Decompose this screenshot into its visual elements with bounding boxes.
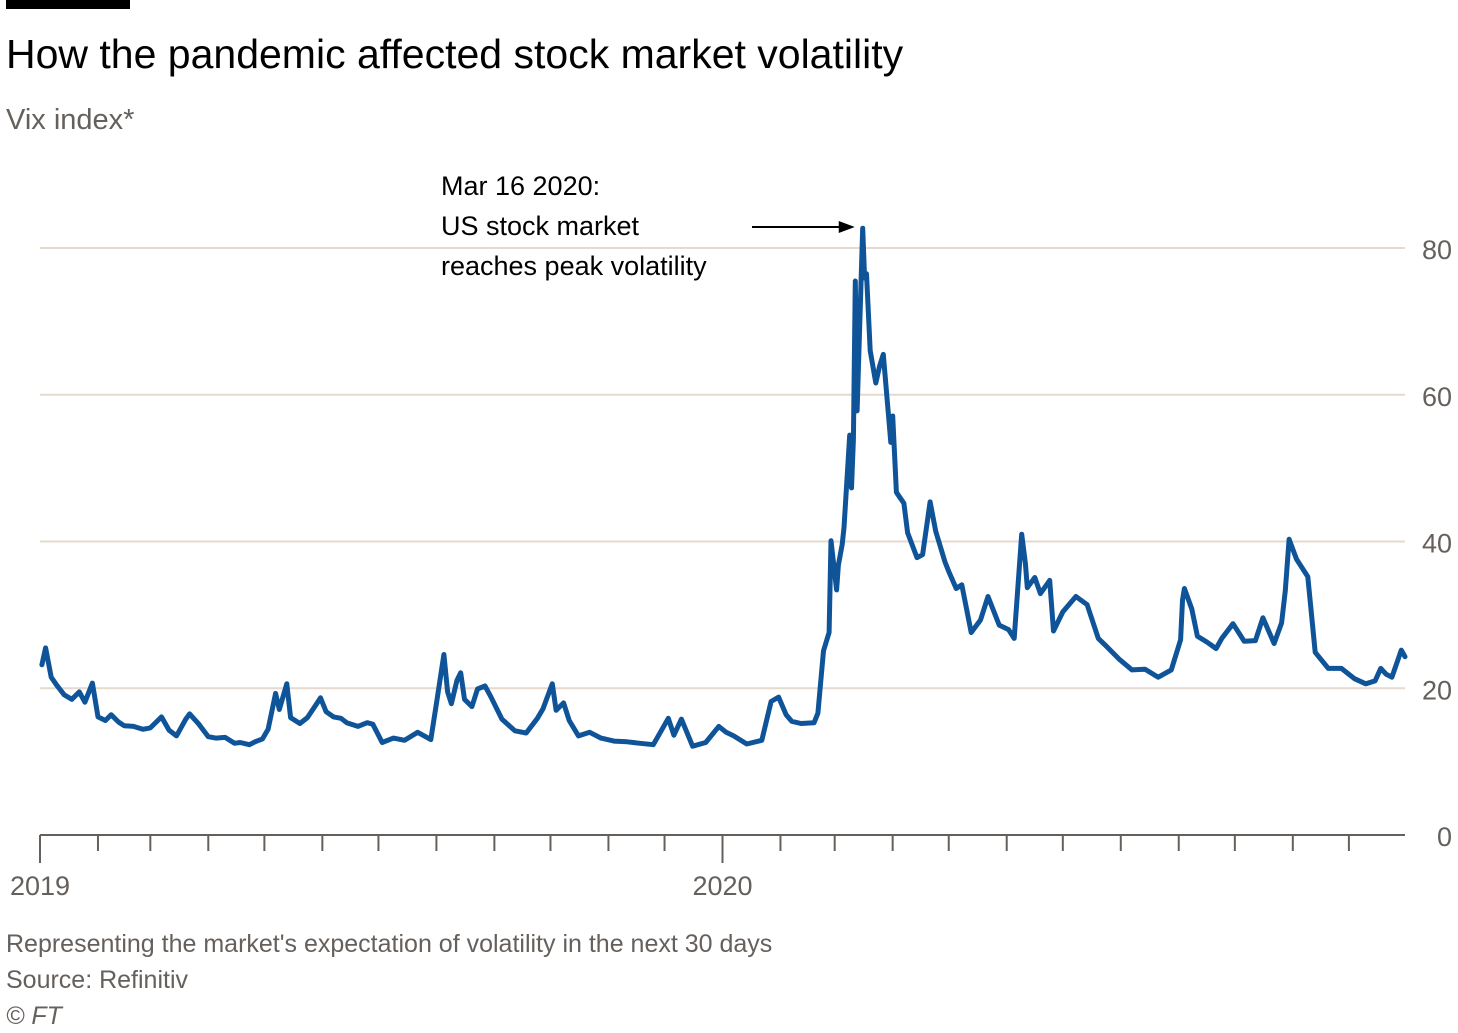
top-rule	[6, 0, 130, 9]
annotation-arrowhead	[838, 221, 855, 233]
y-tick-label: 80	[1422, 235, 1452, 265]
x-tick-label: 2019	[10, 871, 70, 901]
chart-subtitle: Vix index*	[6, 104, 135, 136]
y-tick-label: 0	[1437, 822, 1452, 852]
source-note: Source: Refinitiv	[6, 966, 189, 994]
annotation-text-line: Mar 16 2020:	[441, 171, 600, 201]
y-tick-label: 20	[1422, 675, 1452, 705]
footnote: Representing the market's expectation of…	[6, 930, 773, 958]
chart-area: 0 20 40 60 80 2019 2020 Mar 16 2020: US stock ma…	[10, 171, 1452, 901]
copyright: © FT	[6, 1002, 62, 1030]
chart-title: How the pandemic affected stock market v…	[6, 31, 904, 77]
vix-series-line	[39, 225, 1408, 749]
y-tick-label: 40	[1422, 529, 1452, 559]
annotation-text-line: US stock market	[441, 211, 640, 241]
x-tick-label: 2020	[693, 871, 753, 901]
y-tick-label: 60	[1422, 382, 1452, 412]
annotation-text-line: reaches peak volatility	[441, 251, 707, 281]
